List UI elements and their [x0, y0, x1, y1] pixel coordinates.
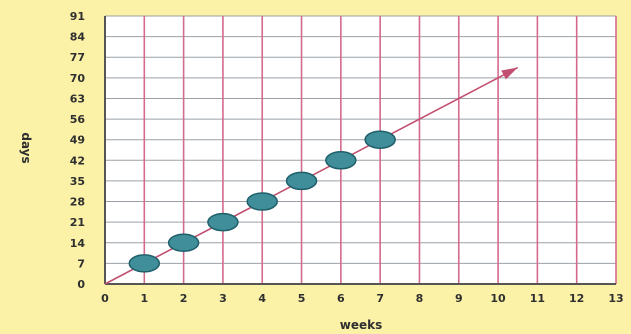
data-point	[207, 212, 239, 232]
y-tick-labels: 0 7 14 21 28 35 42 49 56 63 70 77 84 91	[70, 10, 86, 291]
x-tick-label: 11	[530, 292, 545, 305]
y-tick-label: 91	[70, 10, 85, 23]
y-axis-title: days	[19, 132, 33, 163]
y-tick-label: 28	[70, 196, 85, 209]
x-tick-label: 7	[376, 292, 384, 305]
y-tick-label: 84	[70, 31, 86, 44]
y-tick-label: 49	[70, 134, 85, 147]
x-tick-label: 4	[258, 292, 266, 305]
y-tick-label: 70	[70, 72, 86, 85]
x-tick-label: 5	[298, 292, 306, 305]
x-tick-label: 8	[416, 292, 424, 305]
x-tick-label: 3	[219, 292, 227, 305]
y-tick-label: 77	[70, 51, 85, 64]
y-tick-label: 35	[70, 175, 85, 188]
data-point	[167, 233, 200, 253]
data-point	[246, 192, 278, 211]
x-tick-label: 2	[180, 292, 188, 305]
y-tick-label: 7	[77, 257, 85, 270]
data-point	[285, 171, 318, 191]
y-tick-label: 14	[70, 237, 86, 250]
data-points	[128, 130, 396, 273]
trend-arrowhead	[501, 67, 518, 80]
data-point	[325, 151, 357, 170]
y-tick-label: 42	[70, 154, 85, 167]
x-tick-label: 1	[140, 292, 148, 305]
data-point	[364, 130, 396, 149]
y-tick-label: 0	[77, 278, 85, 291]
x-tick-label: 6	[337, 292, 345, 305]
y-tick-label: 63	[70, 92, 85, 105]
y-tick-label: 21	[70, 216, 85, 229]
x-axis-title: weeks	[340, 318, 383, 332]
x-tick-label: 0	[101, 292, 109, 305]
data-point	[128, 254, 161, 273]
y-tick-label: 56	[70, 113, 86, 126]
axes	[104, 16, 616, 285]
x-tick-label: 13	[608, 292, 623, 305]
x-tick-label: 9	[455, 292, 463, 305]
x-tick-labels: 0 1 2 3 4 5 6 7 8 9 10 11 12 13	[101, 292, 623, 305]
x-tick-label: 10	[490, 292, 506, 305]
x-tick-label: 12	[569, 292, 584, 305]
